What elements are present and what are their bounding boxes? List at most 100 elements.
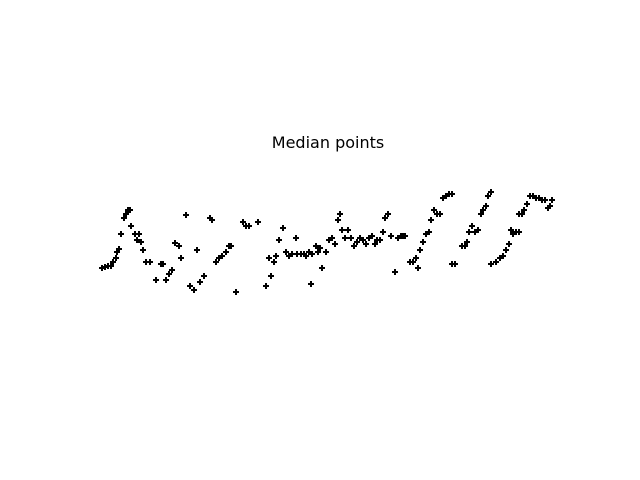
data-point-82 bbox=[354, 239, 360, 245]
data-point-50 bbox=[266, 255, 272, 261]
data-point-49 bbox=[263, 283, 269, 289]
data-point-13 bbox=[128, 223, 134, 229]
data-point-149 bbox=[542, 197, 548, 203]
data-point-109 bbox=[431, 207, 437, 213]
data-point-70 bbox=[319, 265, 325, 271]
data-point-87 bbox=[369, 233, 375, 239]
data-point-121 bbox=[466, 229, 472, 235]
data-point-80 bbox=[348, 235, 354, 241]
data-point-3 bbox=[108, 263, 114, 269]
data-point-63 bbox=[303, 253, 309, 259]
data-point-37 bbox=[209, 217, 215, 223]
data-point-45 bbox=[240, 219, 246, 225]
data-point-111 bbox=[437, 211, 443, 217]
data-point-143 bbox=[524, 201, 530, 207]
data-point-76 bbox=[337, 211, 343, 217]
data-point-41 bbox=[223, 249, 229, 255]
data-point-94 bbox=[388, 233, 394, 239]
data-point-20 bbox=[147, 259, 153, 265]
data-point-44 bbox=[233, 289, 239, 295]
data-point-77 bbox=[339, 227, 345, 233]
data-point-74 bbox=[332, 241, 338, 247]
data-point-30 bbox=[183, 212, 189, 218]
data-point-15 bbox=[134, 237, 140, 243]
data-point-4 bbox=[110, 259, 116, 265]
data-point-93 bbox=[385, 211, 391, 217]
data-point-24 bbox=[163, 277, 169, 283]
data-point-136 bbox=[508, 227, 514, 233]
data-point-7 bbox=[116, 246, 122, 252]
data-point-133 bbox=[500, 253, 506, 259]
data-point-134 bbox=[503, 247, 509, 253]
data-point-25 bbox=[166, 271, 172, 277]
data-point-54 bbox=[276, 237, 282, 243]
data-point-101 bbox=[410, 259, 416, 265]
data-point-18 bbox=[140, 247, 146, 253]
data-point-16 bbox=[136, 231, 142, 237]
marker-layer bbox=[99, 189, 555, 295]
data-point-21 bbox=[153, 277, 159, 283]
data-point-71 bbox=[323, 249, 329, 255]
data-point-129 bbox=[488, 189, 494, 195]
data-point-26 bbox=[169, 267, 175, 273]
data-point-67 bbox=[313, 243, 319, 249]
data-point-43 bbox=[228, 243, 234, 249]
data-point-28 bbox=[176, 243, 182, 249]
data-point-78 bbox=[342, 235, 348, 241]
data-point-29 bbox=[178, 255, 184, 261]
data-point-81 bbox=[351, 243, 357, 249]
data-point-35 bbox=[201, 273, 207, 279]
data-point-127 bbox=[483, 203, 489, 209]
data-point-117 bbox=[452, 261, 458, 267]
data-point-12 bbox=[127, 207, 133, 213]
data-point-66 bbox=[309, 251, 315, 257]
data-point-48 bbox=[255, 219, 261, 225]
data-point-51 bbox=[268, 273, 274, 279]
data-point-141 bbox=[519, 211, 525, 217]
data-point-38 bbox=[213, 259, 219, 265]
data-point-102 bbox=[413, 255, 419, 261]
data-point-27 bbox=[172, 240, 178, 246]
data-point-91 bbox=[380, 229, 386, 235]
data-point-73 bbox=[329, 235, 335, 241]
data-point-122 bbox=[469, 223, 475, 229]
data-point-84 bbox=[360, 237, 366, 243]
data-point-75 bbox=[335, 217, 341, 223]
data-point-139 bbox=[516, 229, 522, 235]
data-point-47 bbox=[246, 223, 252, 229]
data-point-17 bbox=[138, 239, 144, 245]
data-point-130 bbox=[488, 261, 494, 267]
data-point-9 bbox=[121, 215, 127, 221]
data-point-120 bbox=[464, 239, 470, 245]
data-point-59 bbox=[293, 235, 299, 241]
data-point-95 bbox=[392, 269, 398, 275]
data-point-103 bbox=[415, 265, 421, 271]
data-point-53 bbox=[273, 253, 279, 259]
data-point-119 bbox=[462, 243, 468, 249]
data-point-8 bbox=[118, 231, 124, 237]
data-point-40 bbox=[219, 253, 225, 259]
data-point-152 bbox=[549, 197, 555, 203]
data-point-104 bbox=[417, 247, 423, 253]
data-point-99 bbox=[402, 233, 408, 239]
data-point-107 bbox=[426, 229, 432, 235]
data-point-124 bbox=[475, 227, 481, 233]
data-point-105 bbox=[420, 239, 426, 245]
chart-title: Median points bbox=[272, 133, 384, 152]
data-point-142 bbox=[521, 207, 527, 213]
data-point-85 bbox=[363, 241, 369, 247]
data-point-5 bbox=[113, 255, 119, 261]
data-point-32 bbox=[191, 287, 197, 293]
data-point-88 bbox=[372, 241, 378, 247]
data-point-115 bbox=[449, 191, 455, 197]
data-point-92 bbox=[382, 215, 388, 221]
data-point-126 bbox=[480, 207, 486, 213]
data-point-34 bbox=[197, 279, 203, 285]
data-point-55 bbox=[280, 225, 286, 231]
data-point-52 bbox=[271, 259, 277, 265]
data-point-56 bbox=[283, 249, 289, 255]
data-point-128 bbox=[485, 193, 491, 199]
data-point-131 bbox=[493, 259, 499, 265]
data-point-79 bbox=[345, 227, 351, 233]
